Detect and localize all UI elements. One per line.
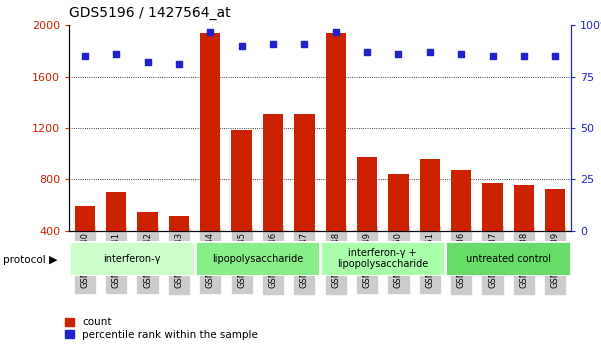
Bar bbox=[419, 159, 440, 231]
Bar bbox=[326, 33, 346, 231]
Bar bbox=[75, 205, 95, 231]
Bar bbox=[545, 189, 566, 231]
Bar bbox=[445, 241, 571, 276]
Point bbox=[299, 41, 309, 47]
Point bbox=[174, 61, 184, 67]
Point bbox=[111, 51, 121, 57]
Point bbox=[456, 51, 466, 57]
Bar bbox=[294, 114, 314, 231]
Point bbox=[519, 53, 529, 59]
Text: GDS5196 / 1427564_at: GDS5196 / 1427564_at bbox=[69, 6, 231, 20]
Bar bbox=[263, 114, 283, 231]
Text: untreated control: untreated control bbox=[466, 254, 551, 264]
Point bbox=[425, 49, 435, 55]
Bar bbox=[514, 185, 534, 231]
Text: protocol: protocol bbox=[3, 254, 46, 265]
Bar bbox=[195, 241, 320, 276]
Point bbox=[142, 60, 152, 65]
Bar bbox=[106, 192, 126, 231]
Point bbox=[268, 41, 278, 47]
Bar bbox=[138, 212, 157, 231]
Text: interferon-γ +
lipopolysaccharide: interferon-γ + lipopolysaccharide bbox=[337, 248, 429, 269]
Text: ▶: ▶ bbox=[49, 254, 58, 265]
Point bbox=[331, 29, 341, 34]
Point bbox=[237, 43, 246, 49]
Bar bbox=[200, 33, 221, 231]
Bar bbox=[231, 130, 252, 231]
Point bbox=[206, 29, 215, 34]
Bar bbox=[451, 170, 471, 231]
Bar bbox=[169, 216, 189, 231]
Bar bbox=[483, 183, 502, 231]
Point bbox=[80, 53, 90, 59]
Point bbox=[488, 53, 498, 59]
Text: interferon-γ: interferon-γ bbox=[103, 254, 160, 264]
Bar bbox=[69, 241, 195, 276]
Bar bbox=[388, 174, 409, 231]
Bar bbox=[320, 241, 445, 276]
Text: lipopolysaccharide: lipopolysaccharide bbox=[212, 254, 303, 264]
Bar bbox=[357, 158, 377, 231]
Point bbox=[362, 49, 372, 55]
Legend: count, percentile rank within the sample: count, percentile rank within the sample bbox=[66, 317, 258, 340]
Point bbox=[394, 51, 403, 57]
Point bbox=[551, 53, 560, 59]
